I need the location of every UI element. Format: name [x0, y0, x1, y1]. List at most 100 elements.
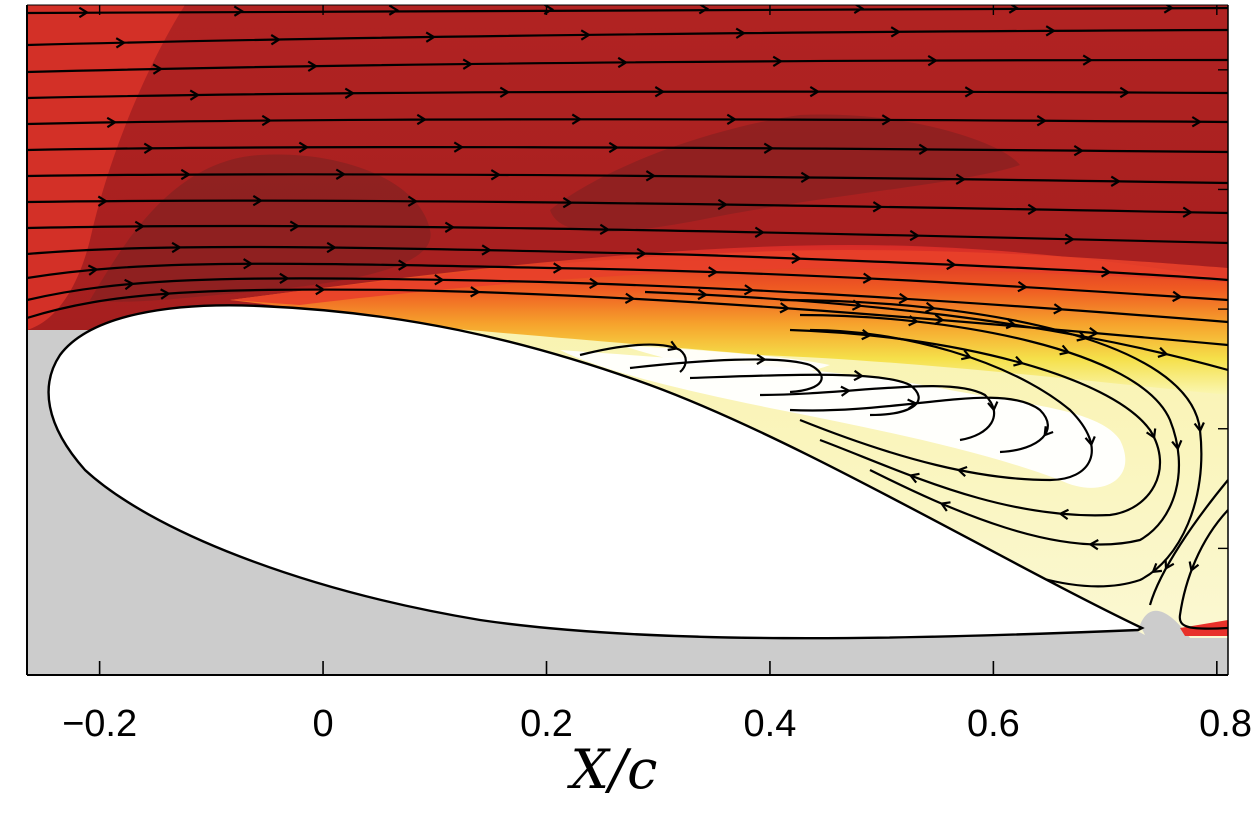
streamline-arrow: [1088, 539, 1099, 551]
streamline-arrow: [470, 286, 481, 298]
streamline-arrow: [171, 241, 182, 254]
streamline: [789, 396, 1049, 454]
streamline-arrow: [1058, 508, 1069, 520]
streamline-arrow: [1151, 562, 1163, 574]
streamline-arrow: [934, 313, 945, 326]
streamline-arrow: [1191, 116, 1203, 128]
streamline-arrow: [743, 284, 755, 296]
streamline-arrow: [599, 223, 611, 236]
streamline-arrow: [861, 329, 872, 341]
streamline: [27, 90, 1228, 100]
streamline-arrow: [97, 195, 109, 207]
streamline-arrow: [987, 401, 999, 412]
x-tick-label: 0.8: [1199, 703, 1252, 745]
streamline: [689, 373, 920, 417]
streamline-arrows: [78, 5, 1205, 574]
streamline: [27, 146, 1228, 154]
streamline-arrow: [1073, 144, 1085, 157]
streamline-arrow: [233, 5, 245, 17]
streamline-arrow: [955, 173, 967, 185]
streamline-arrow: [499, 86, 511, 98]
streamline-arrow: [189, 89, 201, 101]
streamline-arrow: [791, 252, 802, 264]
dark-core-region: [550, 114, 1020, 232]
streamline: [27, 173, 1228, 185]
streamline: [789, 328, 1162, 517]
streamline: [1178, 509, 1228, 630]
streamline-arrow: [388, 5, 400, 16]
streamline-arrow: [636, 247, 647, 260]
plot-area: [27, 5, 1228, 675]
streamline-arrow: [289, 220, 301, 232]
streamline-arrow: [918, 143, 930, 155]
streamline-arrow: [143, 142, 155, 155]
streamline-arrow: [624, 292, 636, 304]
streamline-arrow: [853, 369, 864, 382]
streamline-arrow: [881, 114, 893, 126]
streamline: [27, 277, 1228, 324]
streamline-arrow: [1082, 54, 1094, 66]
x-tick-label: 0.4: [744, 703, 797, 745]
separated-core: [560, 350, 1126, 488]
streamline-arrow: [78, 6, 90, 19]
streamline-arrow: [964, 86, 976, 98]
streamline-arrow: [946, 258, 957, 271]
streamline-arrow: [1145, 428, 1157, 440]
streamline-arrow: [1164, 559, 1175, 571]
streamline-arrow: [925, 301, 936, 313]
streamline-arrow: [1059, 344, 1071, 356]
streamline: [27, 288, 1228, 347]
streamlines: [27, 6, 1228, 630]
streamline-arrow: [261, 114, 273, 127]
streamline-arrow: [862, 272, 874, 284]
streamline: [644, 290, 1228, 372]
streamline-arrow: [1013, 355, 1025, 367]
streamline-arrow: [707, 266, 719, 278]
streamline-arrow: [908, 472, 920, 484]
streamline-arrow: [735, 27, 747, 39]
streamline-arrow: [571, 113, 583, 125]
streamline: [27, 199, 1228, 215]
streamline-arrow: [270, 34, 281, 46]
streamline: [1148, 479, 1228, 606]
streamline-arrow: [1045, 25, 1057, 37]
streamline-arrow: [717, 198, 729, 211]
streamline-arrow: [890, 26, 902, 38]
streamline-arrow: [645, 170, 657, 182]
streamline-arrow: [1008, 5, 1020, 14]
streamline-arrow: [1163, 5, 1175, 14]
streamline-arrow: [617, 56, 629, 69]
streamline-arrow: [335, 168, 347, 180]
streamline-arrow: [1172, 290, 1183, 303]
streamline-arrow: [1053, 303, 1064, 315]
streamline-arrow: [1076, 330, 1088, 342]
streamline-arrow: [698, 5, 710, 15]
streamline-arrow: [279, 272, 290, 285]
x-axis-title-text: X/c: [567, 738, 658, 801]
streamline-arrow: [800, 171, 812, 184]
streamline-arrow: [1182, 206, 1194, 218]
streamline-arrow: [580, 29, 592, 41]
streamline-arrow: [840, 385, 852, 397]
streamline-arrow: [1005, 318, 1017, 330]
streamline: [27, 58, 1228, 74]
streamline-arrow: [763, 142, 775, 154]
streamline-arrow: [344, 87, 356, 99]
streamline-arrow: [453, 141, 465, 153]
streamline: [27, 262, 1228, 302]
shear-layer-red-edge: [230, 250, 1228, 305]
streamline-arrow: [444, 221, 456, 233]
x-tick-label: 0: [312, 703, 333, 745]
streamline-arrow: [106, 116, 118, 129]
streamline-arrow: [1088, 327, 1100, 339]
freestream-left-band: [27, 5, 185, 330]
streamline-arrow: [243, 258, 254, 270]
x-tick-label: 0.6: [967, 703, 1020, 745]
streamline-arrow: [87, 264, 99, 276]
streamline-arrow: [589, 277, 600, 290]
streamline-arrow: [779, 302, 791, 314]
streamline-arrow: [1017, 280, 1029, 293]
airfoil: [47, 304, 1145, 640]
streamline-arrow: [927, 54, 939, 67]
x-axis-title: X/c: [567, 738, 658, 801]
